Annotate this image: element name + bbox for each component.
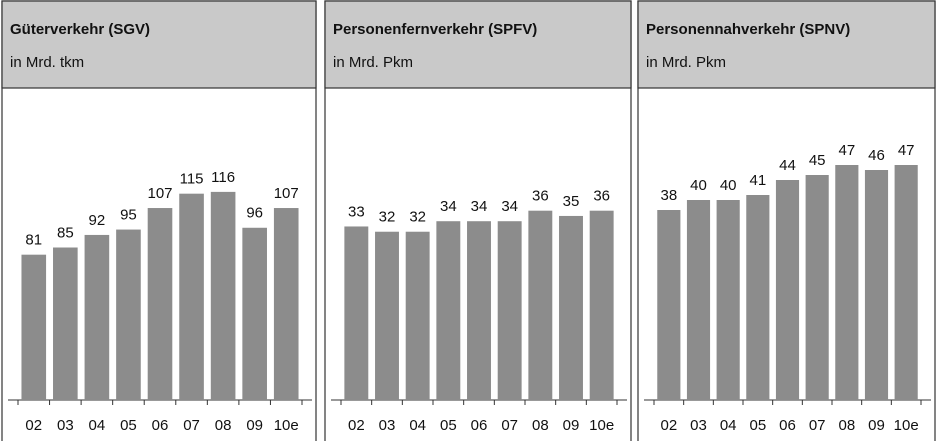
panel-subtitle: in Mrd. tkm — [10, 54, 84, 71]
bar — [497, 221, 522, 400]
x-tick-label: 09 — [563, 417, 580, 434]
x-tick-label: 05 — [120, 417, 137, 434]
bar — [210, 191, 236, 400]
value-label: 35 — [563, 193, 580, 210]
bar — [559, 215, 583, 400]
x-tick-label: 04 — [89, 417, 106, 434]
x-tick-label: 09 — [246, 417, 263, 434]
panel-header — [637, 0, 936, 89]
x-tick-label: 05 — [440, 417, 457, 434]
bar — [273, 208, 299, 400]
bar — [436, 221, 461, 400]
x-tick-label: 02 — [660, 417, 677, 434]
bar — [589, 210, 614, 400]
x-tick-label: 03 — [379, 417, 396, 434]
panel-header — [1, 0, 317, 89]
value-label: 107 — [274, 185, 299, 202]
value-label: 92 — [89, 212, 106, 229]
bar — [405, 231, 430, 400]
bar — [147, 208, 173, 400]
x-tick-label: 10e — [589, 417, 614, 434]
x-tick-label: 09 — [868, 417, 885, 434]
x-tick-label: 02 — [348, 417, 365, 434]
x-tick-label: 04 — [720, 417, 737, 434]
value-label: 85 — [57, 224, 74, 241]
panel-title: Güterverkehr (SGV) — [10, 21, 150, 38]
panel-title: Personenfernverkehr (SPFV) — [333, 21, 537, 38]
panel-subtitle: in Mrd. Pkm — [333, 54, 413, 71]
value-label: 44 — [779, 157, 796, 174]
value-label: 34 — [471, 198, 488, 215]
bar — [894, 165, 918, 400]
x-tick-label: 10e — [894, 417, 919, 434]
x-tick-label: 08 — [215, 417, 232, 434]
value-label: 36 — [593, 188, 610, 205]
x-tick-label: 08 — [532, 417, 549, 434]
panel-header — [324, 0, 632, 89]
value-label: 32 — [409, 209, 426, 226]
value-label: 96 — [246, 205, 263, 222]
bar — [179, 193, 204, 400]
x-tick-label: 08 — [838, 417, 855, 434]
value-label: 34 — [440, 198, 457, 215]
bar — [716, 200, 740, 400]
bar — [375, 231, 399, 400]
value-label: 81 — [25, 232, 42, 249]
value-label: 107 — [147, 185, 172, 202]
bar — [528, 210, 553, 400]
bar — [84, 234, 110, 400]
bar — [467, 221, 491, 400]
bar — [686, 200, 711, 400]
value-label: 34 — [501, 198, 518, 215]
bar — [21, 254, 47, 400]
value-label: 32 — [379, 209, 396, 226]
value-label: 45 — [809, 152, 826, 169]
bar — [242, 227, 267, 400]
bar — [864, 170, 889, 400]
x-tick-label: 03 — [690, 417, 707, 434]
x-tick-label: 10e — [274, 417, 299, 434]
bar — [116, 229, 141, 400]
value-label: 46 — [868, 147, 885, 164]
x-tick-label: 06 — [779, 417, 796, 434]
x-tick-label: 07 — [809, 417, 826, 434]
x-tick-label: 05 — [749, 417, 766, 434]
value-label: 47 — [898, 142, 915, 159]
x-tick-label: 03 — [57, 417, 74, 434]
bar — [775, 180, 800, 400]
value-label: 38 — [660, 187, 677, 204]
value-label: 41 — [749, 172, 766, 189]
panel-title: Personennahverkehr (SPNV) — [646, 21, 850, 38]
bar — [344, 226, 369, 400]
value-label: 95 — [120, 207, 137, 224]
x-tick-label: 06 — [152, 417, 169, 434]
bar — [53, 247, 78, 400]
value-label: 40 — [720, 177, 737, 194]
value-label: 40 — [690, 177, 707, 194]
value-label: 116 — [211, 169, 235, 186]
x-tick-label: 07 — [183, 417, 200, 434]
value-label: 47 — [838, 142, 855, 159]
x-tick-label: 06 — [471, 417, 488, 434]
value-label: 36 — [532, 188, 549, 205]
bar — [835, 165, 859, 400]
x-tick-label: 04 — [409, 417, 426, 434]
bar — [805, 175, 829, 400]
value-label: 115 — [180, 171, 204, 188]
x-tick-label: 07 — [501, 417, 518, 434]
panel-subtitle: in Mrd. Pkm — [646, 54, 726, 71]
bar — [746, 195, 770, 400]
x-tick-label: 02 — [25, 417, 42, 434]
bar — [657, 210, 681, 400]
value-label: 33 — [348, 203, 365, 220]
